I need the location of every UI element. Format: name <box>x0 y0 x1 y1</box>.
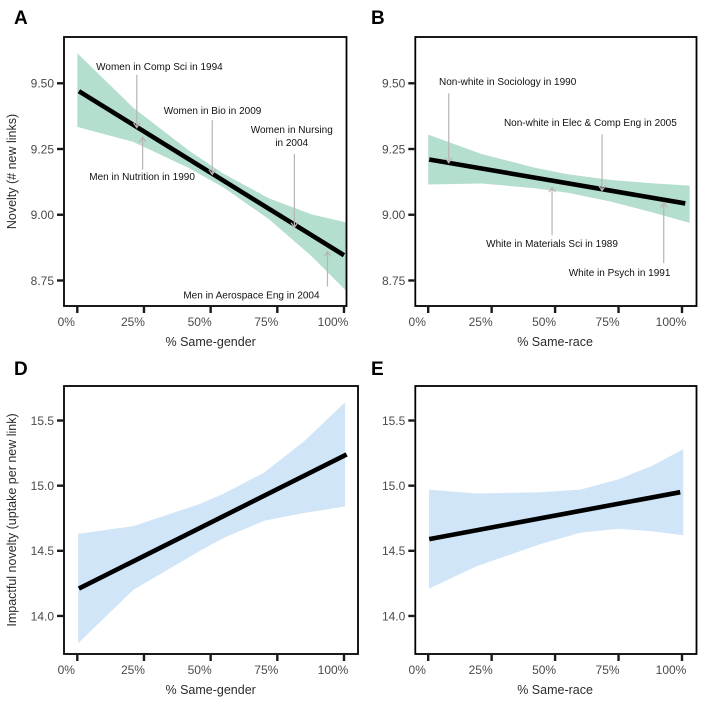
panel-E-plot: 0% 25% 50% 75% 100% 15.5 15.0 14.5 14.0 % Same-ra… <box>371 359 698 697</box>
y-tick-label: 8.75 <box>382 274 406 288</box>
x-tick-label: 25% <box>469 663 493 677</box>
annotation-text: White in Materials Sci in 1989 <box>486 239 618 250</box>
panel-letter: A <box>14 8 28 29</box>
x-tick-label: 0% <box>409 663 427 677</box>
x-axis-title: % Same-gender <box>165 683 255 697</box>
annotation-text: Non-white in Sociology in 1990 <box>439 77 577 88</box>
annotation-text: White in Psych in 1991 <box>569 268 671 279</box>
trend-line <box>428 157 686 206</box>
annotation-arrowhead <box>598 185 606 192</box>
panel-border <box>63 385 359 655</box>
y-tick-label: 9.50 <box>382 77 406 91</box>
x-tick-label: 0% <box>409 315 427 329</box>
annotation-arrowhead <box>208 169 217 176</box>
x-tick-label: 100% <box>656 315 687 329</box>
y-tick-label: 9.00 <box>31 208 55 222</box>
confidence-band <box>428 134 690 223</box>
annotation-arrowhead <box>133 122 141 129</box>
x-tick-label: 25% <box>121 315 145 329</box>
panel-A: Women in Comp Sci in 1994 Men in Nutritio… <box>0 0 351 352</box>
x-tick-label: 75% <box>596 315 620 329</box>
x-tick-label: 75% <box>596 663 620 677</box>
y-tick-label: 15.0 <box>382 479 406 493</box>
y-tick-label: 9.00 <box>382 208 406 222</box>
x-tick-label: 50% <box>188 663 212 677</box>
panel-D-plot: 0% 25% 50% 75% 100% 15.5 15.0 14.5 14.0 % Same-ge… <box>5 359 359 697</box>
x-tick-label: 25% <box>469 315 493 329</box>
panel-B-plot: Non-white in Sociology in 1990 Non-white … <box>371 8 698 349</box>
y-tick-label: 14.0 <box>31 609 55 623</box>
confidence-band <box>429 449 684 589</box>
annotation-text: Women in Bio in 2009 <box>164 106 262 117</box>
annotation-text: Men in Nutrition in 1990 <box>89 172 195 183</box>
y-tick-label: 9.50 <box>31 77 55 91</box>
x-tick-label: 50% <box>532 663 556 677</box>
x-axis-title: % Same-race <box>517 335 593 349</box>
y-tick-label: 14.0 <box>382 609 406 623</box>
annotation-text: Women in Nursing in 2004 <box>251 125 333 149</box>
y-tick-label: 9.25 <box>382 142 406 156</box>
panel-letter: E <box>371 359 384 380</box>
y-tick-label: 15.5 <box>31 414 55 428</box>
panel-border <box>414 385 698 655</box>
x-tick-label: 25% <box>121 663 145 677</box>
panel-E: 0% 25% 50% 75% 100% 15.5 15.0 14.5 14.0 % Same-ra… <box>351 352 702 705</box>
x-tick-label: 75% <box>254 315 278 329</box>
x-tick-label: 100% <box>318 315 349 329</box>
x-axis-title: % Same-gender <box>165 335 255 349</box>
annotation-arrowhead <box>138 136 147 143</box>
x-tick-label: 50% <box>188 315 212 329</box>
panel-letter: D <box>14 359 28 380</box>
x-tick-label: 0% <box>58 315 76 329</box>
annotation-arrowhead <box>290 222 299 229</box>
annotation-arrowhead <box>323 250 332 257</box>
annotation-arrowhead <box>445 157 453 164</box>
x-tick-label: 100% <box>318 663 349 677</box>
x-tick-label: 75% <box>254 663 278 677</box>
x-tick-label: 50% <box>532 315 556 329</box>
y-tick-label: 8.75 <box>31 274 55 288</box>
y-tick-label: 14.5 <box>382 544 406 558</box>
trend-line <box>428 489 681 542</box>
panel-D: 0% 25% 50% 75% 100% 15.5 15.0 14.5 14.0 % Same-ge… <box>0 352 359 705</box>
y-axis-title: Novelty (# new links) <box>5 114 19 229</box>
trend-line <box>77 452 348 591</box>
x-tick-label: 100% <box>656 663 687 677</box>
annotation-text: Men in Aerospace Eng in 2004 <box>183 290 320 301</box>
annotation-text: Non-white in Elec & Comp Eng in 2005 <box>504 118 677 129</box>
y-tick-label: 14.5 <box>31 544 55 558</box>
annotation-text: Women in Comp Sci in 1994 <box>96 62 223 73</box>
y-tick-label: 9.25 <box>31 142 55 156</box>
x-tick-label: 0% <box>58 663 76 677</box>
x-axis-title: % Same-race <box>517 683 593 697</box>
panel-A-plot: Women in Comp Sci in 1994 Men in Nutritio… <box>5 8 349 349</box>
panel-letter: B <box>371 8 385 29</box>
y-tick-label: 15.0 <box>31 479 55 493</box>
annotation-arrowhead <box>659 201 668 208</box>
annotation-arrowhead <box>548 186 556 193</box>
y-axis-title: Impactful novelty (uptake per new link) <box>5 413 19 626</box>
panel-B: Non-white in Sociology in 1990 Non-white … <box>351 0 702 352</box>
panel-border <box>63 36 348 307</box>
y-tick-label: 15.5 <box>382 414 406 428</box>
panel-border <box>414 36 698 307</box>
